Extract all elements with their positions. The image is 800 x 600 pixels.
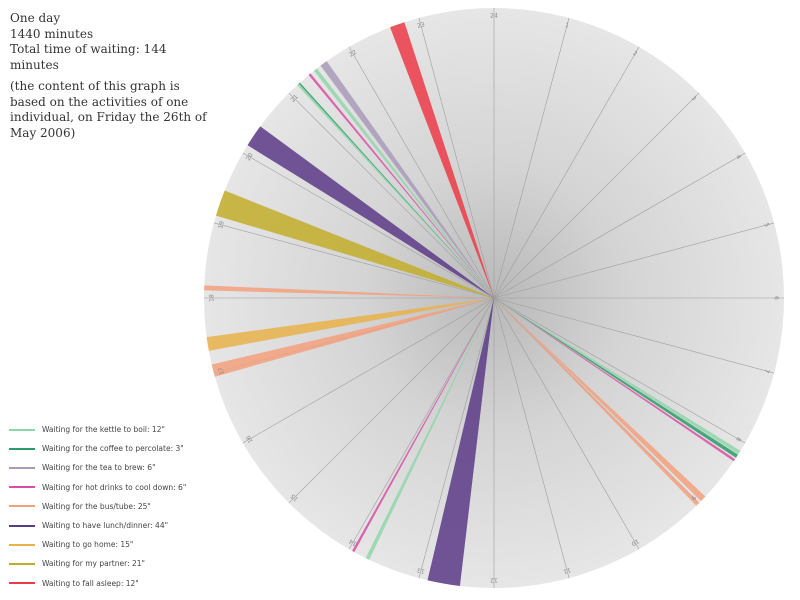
legend-swatch — [9, 524, 35, 527]
hour-line — [493, 46, 640, 299]
waiting-wedge — [494, 298, 700, 506]
waiting-wedge — [320, 61, 494, 298]
hour-label: 2 — [632, 50, 639, 58]
waiting-wedge — [298, 82, 494, 298]
legend-label: Waiting to fall asleep: 12" — [42, 578, 139, 588]
hour-label: 18 — [209, 294, 216, 302]
legend-swatch — [9, 543, 35, 546]
waiting-wedge — [313, 68, 494, 298]
legend-item: Waiting to go home: 15" — [9, 535, 209, 554]
hour-line — [288, 92, 495, 299]
legend-swatch — [9, 428, 35, 431]
waiting-wedge — [365, 298, 494, 560]
legend-item: Waiting for hot drinks to cool down: 6" — [9, 478, 209, 497]
legend-swatch — [9, 562, 35, 565]
waiting-wedge — [390, 22, 494, 299]
hour-line — [493, 297, 746, 444]
legend-item: Waiting for the kettle to boil: 12" — [9, 420, 209, 439]
hour-label: 21 — [289, 93, 299, 103]
hour-label: 6 — [773, 296, 780, 300]
legend-label: Waiting for the coffee to percolate: 3" — [42, 444, 184, 454]
legend-item: Waiting to fall asleep: 12" — [9, 574, 209, 593]
hour-label: 11 — [562, 566, 571, 575]
hour-line — [213, 222, 495, 299]
hour-label: 5 — [763, 222, 771, 228]
waiting-wedge — [494, 298, 741, 455]
waiting-wedge — [206, 298, 494, 351]
legend: Waiting for the kettle to boil: 12" Waiti… — [9, 420, 209, 593]
total-minutes: 1440 minutes — [10, 26, 94, 41]
hour-label: 23 — [416, 21, 425, 30]
legend-label: Waiting to have lunch/dinner: 44" — [42, 521, 169, 531]
hour-line — [348, 46, 495, 299]
hour-line — [493, 222, 775, 299]
waiting-wedge — [211, 298, 494, 377]
hour-line — [493, 152, 746, 299]
legend-label: Waiting for the kettle to boil: 12" — [42, 425, 165, 435]
hour-label: 1 — [564, 22, 570, 30]
hour-label: 4 — [734, 154, 742, 161]
hour-label: 3 — [690, 95, 698, 103]
hour-label: 12 — [490, 577, 498, 584]
hour-label: 15 — [289, 492, 299, 502]
legend-label: Waiting for the tea to brew: 6" — [42, 463, 156, 473]
waiting-wedges — [204, 22, 741, 586]
hour-label: 16 — [245, 434, 255, 444]
hour-line — [242, 297, 495, 444]
hour-line — [493, 297, 640, 550]
hour-label: 20 — [245, 152, 255, 162]
hour-label: 19 — [217, 220, 226, 229]
waiting-wedge — [494, 298, 736, 462]
hour-line — [493, 297, 775, 374]
hour-label: 10 — [630, 537, 640, 547]
hour-label: 14 — [348, 537, 358, 547]
waiting-wedge — [204, 285, 495, 298]
hour-label: 17 — [217, 366, 226, 375]
waiting-wedge — [247, 126, 494, 298]
waiting-wedge — [494, 298, 739, 458]
hour-line — [493, 297, 570, 579]
header-text: One day 1440 minutes Total time of waiti… — [10, 11, 210, 141]
waiting-wedge — [494, 298, 706, 502]
hour-line — [242, 152, 495, 299]
waiting-wedge — [308, 73, 494, 298]
waiting-wedge — [297, 82, 494, 298]
hour-label: 8 — [734, 436, 742, 443]
legend-label: Waiting for hot drinks to cool down: 6" — [42, 482, 187, 492]
legend-swatch — [9, 505, 35, 508]
hour-line — [493, 92, 700, 299]
legend-swatch — [9, 582, 35, 585]
hour-line — [493, 17, 570, 299]
hour-line — [288, 297, 495, 504]
hour-label: 22 — [348, 49, 358, 59]
legend-swatch — [9, 486, 35, 489]
waiting-wedge — [215, 190, 495, 298]
legend-item: Waiting for the tea to brew: 6" — [9, 458, 209, 477]
hour-line — [348, 297, 495, 550]
source-note: (the content of this graph is based on t… — [10, 79, 207, 140]
hour-label: 13 — [416, 566, 425, 575]
hour-label: 9 — [689, 494, 697, 502]
hour-label: 24 — [490, 13, 498, 20]
hour-line — [418, 17, 495, 299]
legend-label: Waiting for the bus/tube: 25" — [42, 501, 151, 511]
waiting-wedge — [427, 298, 494, 586]
legend-label: Waiting for my partner: 21" — [42, 559, 145, 569]
legend-label: Waiting to go home: 15" — [42, 540, 134, 550]
legend-swatch — [9, 466, 35, 469]
total-waiting: Total time of waiting: 144 minutes — [10, 42, 167, 72]
title: One day — [10, 11, 61, 25]
hour-line — [418, 297, 495, 579]
legend-item: Waiting for the bus/tube: 25" — [9, 497, 209, 516]
waiting-wedge — [352, 298, 494, 553]
legend-item: Waiting to have lunch/dinner: 44" — [9, 516, 209, 535]
hour-label: 7 — [762, 368, 770, 374]
legend-swatch — [9, 447, 35, 450]
legend-item: Waiting for my partner: 21" — [9, 554, 209, 573]
legend-item: Waiting for the coffee to percolate: 3" — [9, 439, 209, 458]
